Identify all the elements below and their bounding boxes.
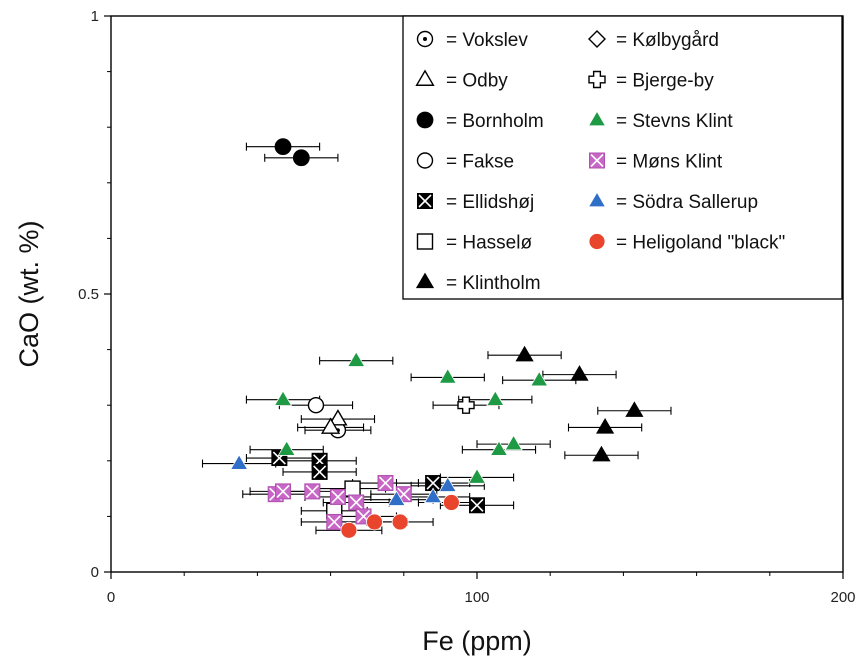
axis-ticks: 0 100 200 0 0.5 1 <box>78 8 855 606</box>
legend-marker-m-ns-klint <box>589 152 605 169</box>
point-stevns-klint <box>504 434 523 451</box>
legend-label-stevns-klint: = Stevns Klint <box>616 111 733 132</box>
legend-marker-odby <box>415 69 435 86</box>
point-bornholm <box>274 138 292 156</box>
point-heligoland-black <box>366 513 383 531</box>
x-axis-title: Fe (ppm) <box>422 626 532 656</box>
y-axis-title: CaO (wt. %) <box>14 220 44 367</box>
legend-label-ellidsh-j: = Ellidshøj <box>446 192 534 213</box>
y-tick-label: 0.5 <box>78 286 99 303</box>
legend-marker-fakse <box>416 152 434 169</box>
legend-label-m-ns-klint: = Møns Klint <box>616 152 723 173</box>
y-tick-label: 1 <box>91 8 99 25</box>
point-heligoland-black <box>391 513 409 531</box>
legend-marker-s-dra-sallerup <box>587 191 607 208</box>
x-tick-label: 200 <box>830 589 855 606</box>
point-stevns-klint <box>486 390 505 406</box>
point-s-dra-sallerup <box>230 454 249 470</box>
point-stevns-klint <box>277 440 296 456</box>
point-ellidsh-j <box>425 475 442 492</box>
point-klintholm <box>592 445 611 462</box>
legend-label-k-lbyg-rd: = Kølbygård <box>616 30 719 51</box>
legend-marker-bjerge-by <box>588 70 606 89</box>
legend-box <box>402 15 843 300</box>
data-markers <box>230 138 644 539</box>
point-klintholm <box>515 345 534 362</box>
legend-label-klintholm: = Klintholm <box>446 273 541 294</box>
legend-label-fakse: = Fakse <box>446 152 514 173</box>
legend: = Vokslev = Odby = Bornholm = Fakse = Ellids… <box>402 15 843 300</box>
point-stevns-klint <box>489 440 509 456</box>
legend-marker-heligoland-black <box>588 233 606 250</box>
point-m-ns-klint <box>326 513 343 530</box>
legend-label-hassel: = Hasselø <box>446 233 532 254</box>
point-hassel <box>344 480 361 497</box>
point-ellidsh-j <box>311 463 328 480</box>
point-fakse <box>307 397 325 414</box>
point-s-dra-sallerup <box>387 490 406 506</box>
point-klintholm <box>570 365 589 381</box>
point-klintholm <box>625 401 644 417</box>
point-stevns-klint <box>347 351 366 367</box>
point-m-ns-klint <box>275 483 292 500</box>
legend-marker-k-lbyg-rd <box>588 30 606 48</box>
y-tick-label: 0 <box>91 564 99 581</box>
point-m-ns-klint <box>377 475 394 492</box>
point-odby <box>320 417 341 434</box>
legend-marker-klintholm <box>415 272 435 289</box>
legend-label-odby: = Odby <box>446 71 508 92</box>
point-m-ns-klint <box>348 494 365 511</box>
point-bornholm <box>292 149 310 167</box>
legend-label-heligoland-black: = Heligoland "black" <box>616 233 785 254</box>
point-stevns-klint <box>438 367 457 384</box>
legend-marker-stevns-klint <box>587 110 607 127</box>
legend-label-s-dra-sallerup: = Södra Sallerup <box>616 192 758 213</box>
legend-label-bjerge-by: = Bjerge-by <box>616 71 714 92</box>
legend-label-vokslev: = Vokslev <box>446 30 528 51</box>
point-stevns-klint <box>530 370 549 387</box>
point-m-ns-klint <box>304 483 321 500</box>
point-heligoland-black <box>340 521 358 539</box>
point-bjerge-by <box>457 396 475 414</box>
x-tick-label: 0 <box>107 589 115 606</box>
legend-marker-bornholm <box>416 111 434 129</box>
point-odby <box>328 409 348 426</box>
legend-label-bornholm: = Bornholm <box>446 111 544 132</box>
point-stevns-klint <box>273 390 293 406</box>
point-stevns-klint <box>467 468 487 484</box>
point-m-ns-klint <box>329 488 346 505</box>
point-klintholm <box>596 418 615 434</box>
x-tick-label: 100 <box>464 589 489 606</box>
legend-marker-vokslev <box>416 30 434 48</box>
legend-marker-ellidsh-j <box>417 193 433 209</box>
point-heligoland-black <box>442 494 460 511</box>
point-ellidsh-j <box>469 497 485 514</box>
point-s-dra-sallerup <box>423 487 443 504</box>
legend-marker-hassel <box>416 233 434 250</box>
point-s-dra-sallerup <box>438 476 457 492</box>
